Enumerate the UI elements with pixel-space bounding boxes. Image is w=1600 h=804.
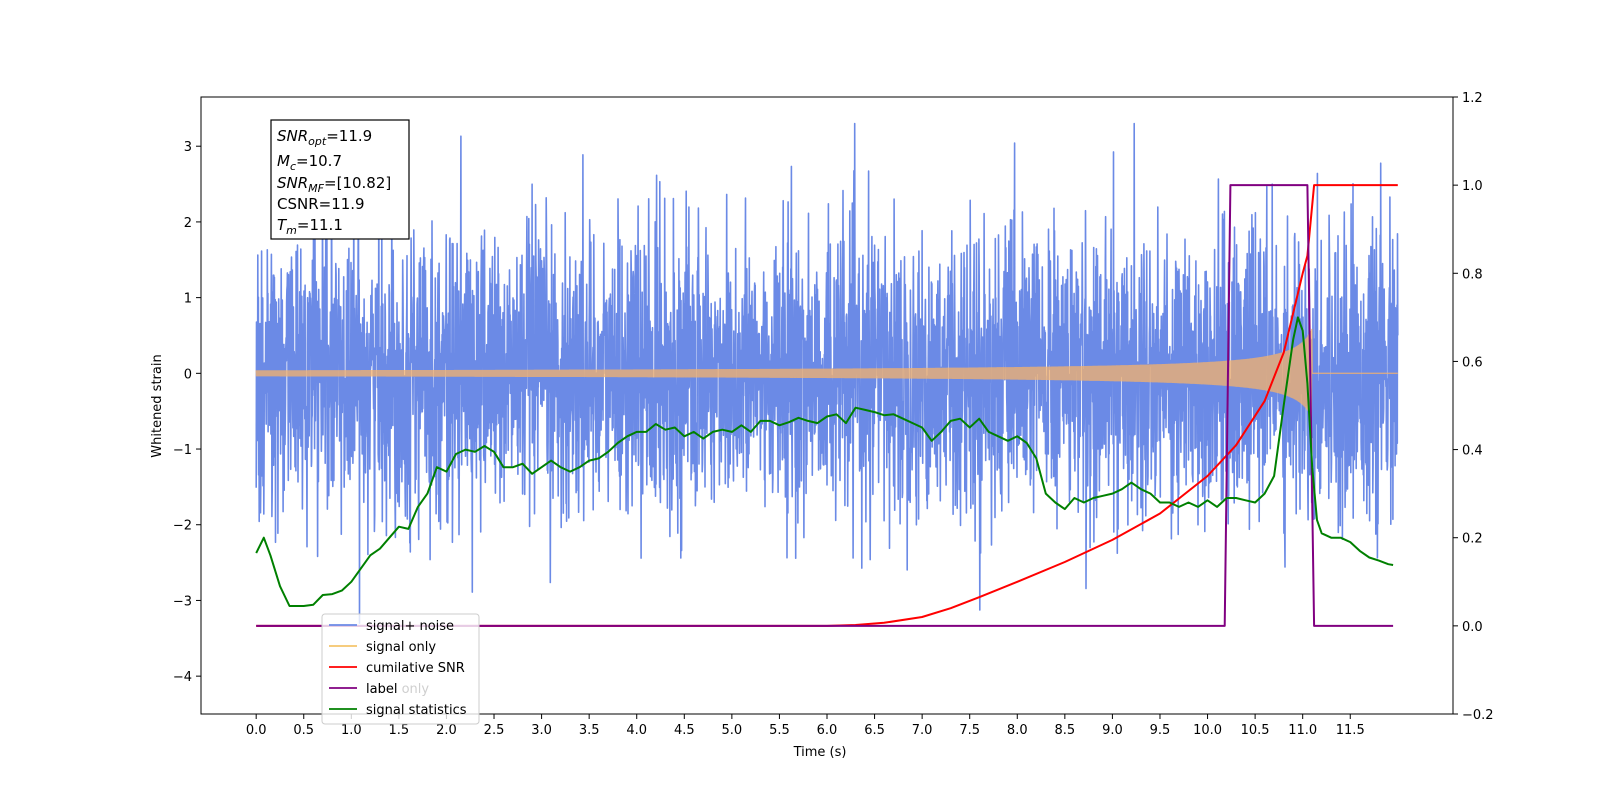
y-tick-label: −1 [173, 443, 192, 458]
x-tick-label: 7.5 [959, 723, 980, 738]
annotation-mc: Mc=10.7 [277, 152, 342, 173]
legend-entry-signal-only: signal only [329, 640, 436, 655]
x-axis-label: Time (s) [793, 745, 847, 760]
y2-tick-label: 1.0 [1462, 179, 1483, 194]
x-tick-label: 2.5 [484, 723, 505, 738]
y-tick-label: 1 [184, 292, 192, 307]
x-tick-label: 9.5 [1150, 723, 1171, 738]
x-tick-label: 4.5 [674, 723, 695, 738]
x-tick-label: 0.5 [293, 723, 314, 738]
y2-tick-label: −0.2 [1462, 708, 1494, 723]
legend-label-signal-statistics: signal statistics [366, 703, 467, 718]
x-tick-label: 3.0 [531, 723, 552, 738]
series-label [256, 184, 1394, 627]
legend-label-signal-noise: signal+ noise [366, 619, 454, 634]
x-tick-label: 1.0 [341, 723, 362, 738]
legend-entry-signal-noise: signal+ noise [329, 619, 454, 634]
legend-label-signal-only: signal only [366, 640, 436, 655]
legend-entry-cumulative-snr: cumilative SNR [329, 661, 465, 676]
y2-tick-label: 1.2 [1462, 91, 1483, 106]
y-tick-label: 2 [184, 216, 192, 231]
x-tick-label: 10.0 [1193, 723, 1222, 738]
series-signal-noise [255, 122, 1399, 624]
noise-series-layer [255, 122, 1399, 624]
legend-label-label: label [366, 682, 397, 697]
x-tick-label: 9.0 [1102, 723, 1123, 738]
annotation-snr-opt: SNRopt=11.9 [277, 127, 372, 148]
y2-tick-label: 0.4 [1462, 444, 1483, 459]
x-tick-label: 5.0 [722, 723, 743, 738]
x-tick-label: 8.5 [1054, 723, 1075, 738]
x-tick-label: 1.5 [389, 723, 410, 738]
x-tick-label: 6.0 [817, 723, 838, 738]
right-axis-series-layer [255, 184, 1398, 627]
series-cumulative-snr [256, 184, 1398, 627]
x-tick-label: 7.0 [912, 723, 933, 738]
annotation-snr-mf: SNRMF=[10.82] [277, 174, 391, 195]
legend-label-cumulative-snr: cumilative SNR [366, 661, 465, 676]
y-axis-right: 1.2 1.0 0.8 0.6 0.4 0.2 0.0 −0.2 [1453, 91, 1494, 723]
legend: label only signal+ noise signal only cum… [321, 613, 480, 725]
x-tick-label: 10.5 [1241, 723, 1270, 738]
y-tick-label: −4 [173, 670, 192, 685]
series-signal-only [255, 328, 1398, 417]
y-axis-left: 3 2 1 0 −1 −2 −3 −4 [173, 140, 201, 685]
y-tick-label: −3 [173, 594, 192, 609]
y-tick-label: 3 [184, 140, 192, 155]
x-tick-label: 8.0 [1007, 723, 1028, 738]
x-tick-label: 0.0 [246, 723, 267, 738]
x-tick-label: 11.0 [1288, 723, 1317, 738]
y-axis-label: Whitened strain [150, 354, 165, 457]
y-tick-label: −2 [173, 519, 192, 534]
y2-tick-label: 0.8 [1462, 267, 1483, 282]
y2-tick-label: 0.2 [1462, 532, 1483, 547]
legend-entry-signal-statistics: signal statistics [329, 703, 467, 718]
stats-annotation-box: SNRopt=11.9 Mc=10.7 SNRMF=[10.82] CSNR=1… [270, 119, 410, 240]
signal-series-layer [255, 328, 1398, 417]
y2-tick-label: 0.6 [1462, 355, 1483, 370]
x-tick-label: 2.0 [436, 723, 457, 738]
x-tick-label: 6.5 [864, 723, 885, 738]
series-signal-statistics [255, 316, 1394, 607]
x-tick-label: 5.5 [769, 723, 790, 738]
annotation-tm: Tm=11.1 [277, 216, 343, 237]
x-tick-label: 3.5 [579, 723, 600, 738]
y2-tick-label: 0.0 [1462, 620, 1483, 635]
x-tick-label: 11.5 [1336, 723, 1365, 738]
annotation-csnr: CSNR=11.9 [277, 195, 365, 213]
legend-entry-label: label [329, 682, 397, 697]
y-tick-label: 0 [184, 367, 192, 382]
legend-ghost-text: label only [366, 682, 429, 697]
x-axis: 0.0 0.5 1.0 1.5 2.0 2.5 3.0 3.5 4.0 4.5 5.0 5.5 6.0 6… [246, 714, 1365, 738]
x-tick-label: 4.0 [626, 723, 647, 738]
